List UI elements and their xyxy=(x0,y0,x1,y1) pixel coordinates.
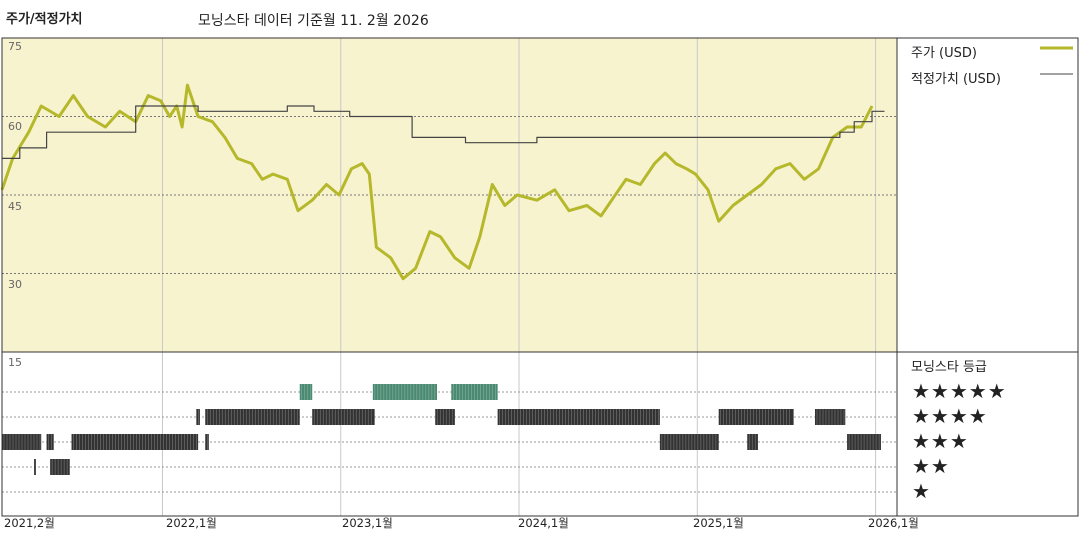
y-tick-30: 30 xyxy=(8,278,22,291)
rating-3-stars: ★★★ xyxy=(912,429,969,453)
rating-segment-fill xyxy=(718,409,794,425)
rating-segment-fill xyxy=(2,434,42,450)
rating-segment xyxy=(718,409,794,425)
rating-segment-fill xyxy=(659,434,719,450)
rating-segment-fill xyxy=(50,459,70,475)
rating-segment xyxy=(71,434,199,450)
rating-segment xyxy=(451,384,498,400)
x-tick-2023-jan: 2023,1월 xyxy=(342,516,393,530)
rating-segment xyxy=(34,459,36,475)
x-tick-2025-jan: 2025,1월 xyxy=(693,516,744,530)
rating-2-stars: ★★ xyxy=(912,454,950,478)
fair-value-series-line xyxy=(2,105,885,159)
rating-segment-fill xyxy=(497,409,660,425)
chart-label: 주가/적정가치 xyxy=(6,12,83,27)
rating-4-stars: ★★★★ xyxy=(912,404,988,428)
series-lines xyxy=(0,83,885,281)
rating-segment-fill xyxy=(205,409,300,425)
rating-segment-fill xyxy=(46,434,54,450)
rating-segment xyxy=(205,434,209,450)
rating-segment-fill xyxy=(34,459,36,475)
rating-segment xyxy=(196,409,200,425)
rating-segment xyxy=(46,434,54,450)
rating-legend-title: 모닝스타 등급 xyxy=(911,360,987,375)
rating-segment-fill xyxy=(814,409,846,425)
y-tick-75: 75 xyxy=(8,40,22,53)
rating-segment-fill xyxy=(299,384,313,400)
legend-price-label: 주가 (USD) xyxy=(911,46,977,61)
rating-segment-fill xyxy=(847,434,881,450)
rating-segment-fill xyxy=(451,384,498,400)
rating-segment-fill xyxy=(747,434,758,450)
y-tick-45: 45 xyxy=(8,200,22,213)
rating-segment xyxy=(2,434,42,450)
rating-segment-fill xyxy=(196,409,200,425)
rating-segment-fill xyxy=(372,384,438,400)
y-tick-15: 15 xyxy=(8,356,22,369)
x-tick-2026-jan: 2026,1월 xyxy=(868,516,919,530)
rating-segment xyxy=(497,409,660,425)
rating-segment xyxy=(747,434,758,450)
rating-5-stars: ★★★★★ xyxy=(912,379,1007,403)
rating-1-star: ★ xyxy=(912,479,931,503)
rating-segment xyxy=(847,434,881,450)
rating-segment xyxy=(814,409,846,425)
rating-segment xyxy=(50,459,70,475)
rating-bars xyxy=(2,384,881,475)
x-tick-2022-jan: 2022,1월 xyxy=(166,516,217,530)
rating-segment xyxy=(659,434,719,450)
x-tick-2021-feb: 2021,2월 xyxy=(4,516,55,530)
rating-segment-fill xyxy=(312,409,375,425)
y-tick-60: 60 xyxy=(8,120,22,133)
rating-segment xyxy=(205,409,300,425)
rating-segment xyxy=(299,384,313,400)
rating-segment xyxy=(312,409,375,425)
rating-segment-fill xyxy=(205,434,209,450)
data-as-of-subtitle: 모닝스타 데이터 기준월 11. 2월 2026 xyxy=(198,13,429,29)
rating-segment-fill xyxy=(71,434,199,450)
x-tick-2024-jan: 2024,1월 xyxy=(518,516,569,530)
rating-segment-fill xyxy=(435,409,455,425)
legend-fair-label: 적정가치 (USD) xyxy=(911,72,1001,87)
rating-segment xyxy=(435,409,455,425)
rating-segment xyxy=(372,384,438,400)
chart-frame xyxy=(1,37,1079,517)
